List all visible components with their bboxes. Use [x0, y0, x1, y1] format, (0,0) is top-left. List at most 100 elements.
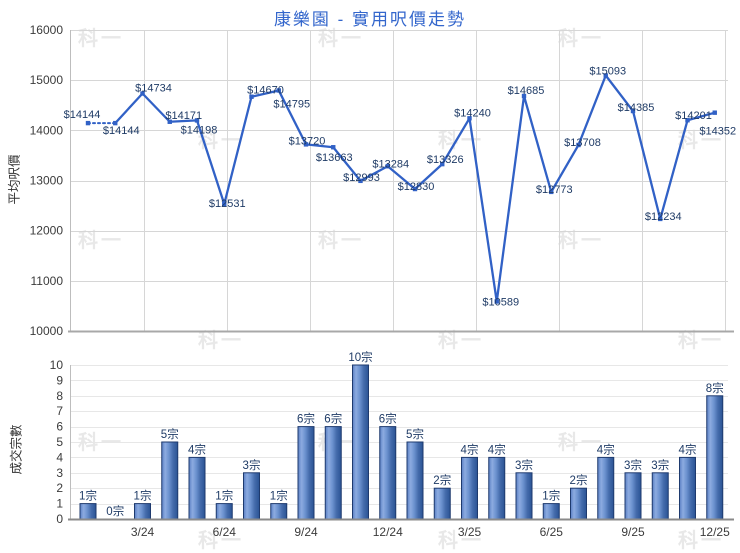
bar-count-label: 4宗 [461, 442, 479, 456]
x-tick-label: 12/24 [373, 525, 403, 539]
bar-count-label: 0宗 [106, 504, 124, 518]
bar-count-label: 8宗 [706, 381, 724, 395]
transaction-bar [79, 503, 97, 520]
count-y-tick-label: 10 [50, 358, 64, 372]
transaction-bar [679, 456, 696, 520]
bar-count-label: 6宗 [297, 412, 315, 426]
data-point-marker [630, 108, 636, 114]
chart-title: 康樂園 - 實用呎價走勢 [273, 10, 467, 29]
bar-count-label: 1宗 [270, 489, 288, 503]
count-y-tick-label: 4 [56, 450, 63, 464]
count-y-tick-label: 6 [56, 420, 63, 434]
price-y-tick-label: 16000 [30, 23, 64, 37]
count-y-tick-label: 7 [56, 404, 63, 418]
data-point-marker [712, 110, 717, 115]
data-point-marker [494, 299, 499, 304]
price-data-label: $12234 [645, 211, 682, 223]
count-y-tick-label: 2 [56, 481, 63, 495]
data-point-marker [685, 118, 690, 123]
data-point-marker [331, 145, 336, 150]
data-point-marker [194, 118, 200, 123]
price-data-label: $14685 [508, 85, 545, 97]
data-point-marker [603, 73, 608, 78]
x-tick-label: 6/24 [213, 525, 237, 539]
bar-count-label: 1宗 [215, 489, 233, 503]
price-data-label: $13708 [564, 137, 601, 149]
price-data-label: $12531 [209, 198, 246, 210]
transaction-bar [134, 503, 151, 520]
x-tick-label: 6/25 [540, 525, 564, 539]
price-data-label: $14144 [103, 125, 140, 137]
data-point-marker [276, 88, 281, 93]
price-data-label: $13720 [289, 135, 326, 147]
bar-count-label: 2宗 [433, 473, 451, 487]
transaction-bar [215, 503, 233, 520]
transaction-bar [297, 426, 315, 520]
price-y-tick-label: 15000 [30, 73, 64, 87]
price-data-label: $14144 [64, 109, 101, 121]
transaction-bar [542, 503, 560, 520]
data-point-marker [222, 201, 227, 207]
price-data-label: $14734 [135, 83, 172, 95]
bar-count-label: 2宗 [570, 473, 588, 487]
price-y-tick-label: 13000 [30, 174, 64, 188]
bar-count-label: 6宗 [379, 412, 397, 426]
bar-count-label: 1宗 [79, 489, 97, 503]
x-tick-label: 3/25 [458, 525, 482, 539]
bar-count-label: 4宗 [679, 442, 697, 456]
count-y-tick-label: 3 [56, 466, 63, 480]
price-y-tick-label: 14000 [30, 123, 64, 137]
x-tick-label: 9/24 [294, 525, 318, 539]
bar-count-label: 4宗 [488, 442, 506, 456]
transaction-bar [379, 426, 397, 520]
bar-count-label: 1宗 [134, 489, 152, 503]
bar-count-label: 10宗 [348, 350, 372, 364]
price-data-label: $12830 [398, 181, 435, 193]
x-tick-label: 9/25 [621, 525, 645, 539]
data-point-marker [467, 116, 472, 121]
bar-count-label: 1宗 [542, 489, 560, 503]
transaction-bar [161, 441, 179, 520]
data-point-marker [576, 142, 581, 148]
price-data-label: $13663 [316, 152, 353, 164]
data-point-marker [358, 178, 363, 184]
count-y-tick-label: 5 [56, 435, 63, 449]
price-data-label: $14352 [699, 126, 736, 138]
price-data-label: $14171 [165, 110, 202, 122]
price-data-label: $14385 [618, 102, 655, 114]
count-y-tick-label: 0 [56, 512, 63, 526]
bar-count-label: 3宗 [243, 458, 261, 472]
data-point-marker [113, 120, 118, 126]
data-point-marker [549, 189, 554, 195]
transaction-bar [488, 456, 506, 520]
transaction-bar [406, 441, 424, 520]
x-tick-label: 3/24 [131, 525, 155, 539]
bar-count-label: 4宗 [188, 442, 206, 456]
transaction-bar [270, 503, 288, 520]
price-data-label: $13284 [372, 158, 409, 170]
data-point-marker [303, 142, 309, 147]
data-point-marker [658, 216, 663, 222]
count-y-tick-label: 9 [56, 373, 63, 387]
price-data-label: $13326 [427, 154, 464, 166]
data-point-marker [440, 161, 445, 167]
transaction-bar [651, 472, 669, 520]
price-data-label: $15093 [589, 66, 626, 78]
transaction-bar [570, 487, 587, 520]
price-y-tick-label: 10000 [30, 324, 64, 338]
price-data-label: $10589 [482, 296, 519, 308]
data-point-marker [140, 91, 145, 96]
data-point-marker [167, 119, 172, 124]
transaction-bar [515, 472, 533, 520]
transaction-bar [433, 487, 451, 520]
transaction-bar [324, 426, 342, 520]
count-y-tick-label: 8 [56, 389, 63, 403]
transaction-bar [706, 395, 724, 520]
transaction-bar [597, 456, 615, 520]
count-y-tick-label: 1 [56, 497, 63, 511]
transaction-bar [461, 456, 478, 520]
price-y-tick-label: 11000 [31, 274, 64, 288]
price-data-label: $14795 [273, 98, 310, 110]
bar-count-label: 3宗 [624, 458, 642, 472]
